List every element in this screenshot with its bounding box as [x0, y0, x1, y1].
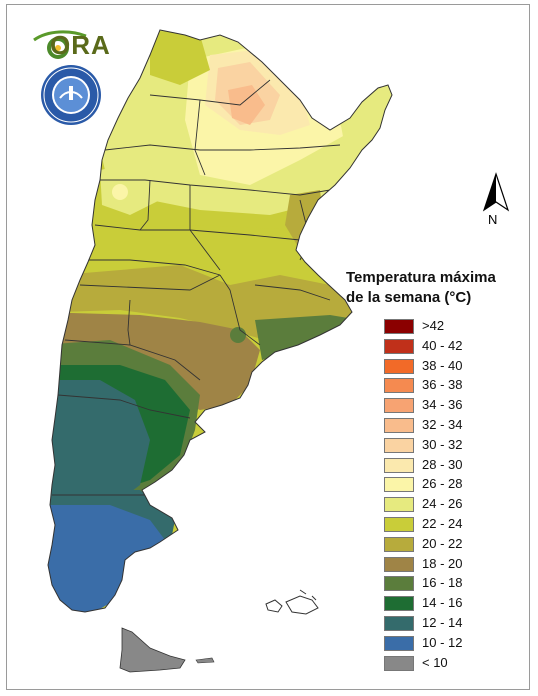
legend-swatch — [384, 635, 414, 651]
legend-swatch — [384, 398, 414, 414]
legend-label: 20 - 22 — [422, 535, 463, 551]
legend-swatch — [384, 417, 414, 433]
legend-label: 22 - 24 — [422, 515, 463, 531]
smn-argentina-seal-icon — [41, 65, 101, 125]
ora-logo — [33, 30, 87, 59]
legend-title: Temperatura máxima de la semana (°C) — [346, 268, 526, 308]
north-label: N — [488, 212, 498, 227]
legend-swatch — [384, 437, 414, 453]
legend-title-line2: de la semana (°C) — [346, 289, 472, 306]
malvinas-islands — [265, 589, 319, 615]
legend-label: 34 - 36 — [422, 397, 463, 413]
legend-label: >42 — [422, 318, 445, 333]
legend-swatch — [384, 477, 414, 493]
legend-swatch — [384, 457, 414, 473]
legend-label: 10 - 12 — [422, 634, 463, 650]
legend-swatch — [384, 615, 414, 631]
legend-label: 18 - 20 — [422, 555, 463, 571]
legend-label: 24 - 26 — [422, 496, 463, 512]
legend-swatch — [384, 378, 414, 394]
legend-swatch — [384, 319, 414, 334]
legend-swatch — [384, 596, 414, 612]
legend-label: 16 - 18 — [422, 575, 463, 591]
legend-label: 38 - 40 — [422, 357, 463, 373]
legend-swatch — [384, 338, 414, 354]
legend-swatch — [384, 516, 414, 532]
tierra-del-fuego — [119, 627, 186, 673]
legend-label: 32 - 34 — [422, 416, 463, 432]
legend-label: 26 - 28 — [422, 476, 463, 492]
legend-swatch — [384, 497, 414, 513]
legend-label: 28 - 30 — [422, 456, 463, 472]
legend-label: 12 - 14 — [422, 614, 463, 630]
legend-swatch — [384, 655, 414, 671]
legend-swatch — [384, 536, 414, 552]
ora-logo-text: ORA — [50, 30, 111, 60]
legend-label: 14 - 16 — [422, 595, 463, 611]
north-arrow-icon — [482, 172, 510, 212]
legend-label: 40 - 42 — [422, 337, 463, 353]
legend-label: 30 - 32 — [422, 436, 463, 452]
legend-label: < 10 — [422, 654, 448, 670]
legend-swatch — [384, 556, 414, 572]
isla-de-los-estados — [195, 657, 215, 664]
legend-swatch — [384, 576, 414, 592]
legend-title-line1: Temperatura máxima — [346, 269, 496, 286]
province-boundaries — [52, 79, 341, 496]
legend-label: 36 - 38 — [422, 377, 463, 393]
legend-swatch — [384, 358, 414, 374]
